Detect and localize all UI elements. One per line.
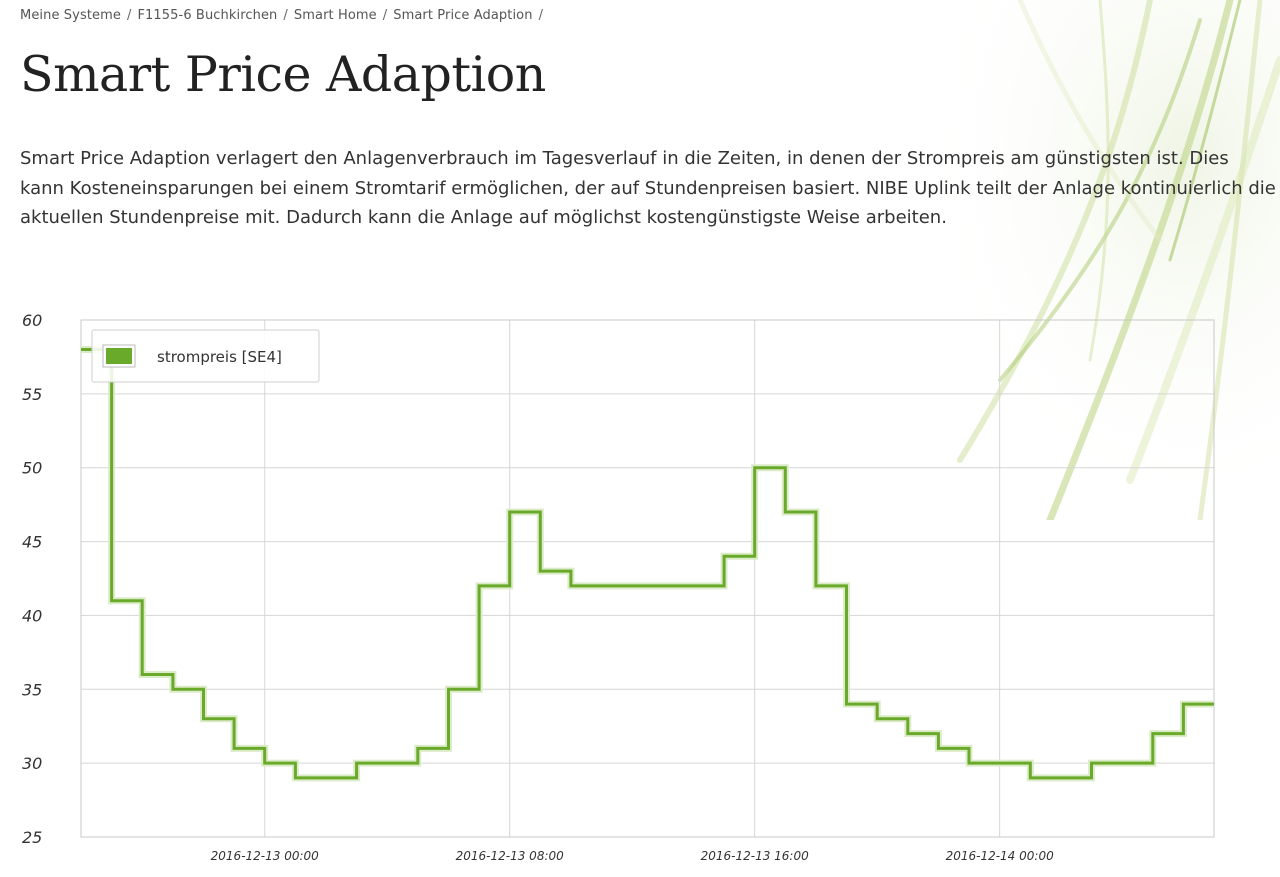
legend[interactable]: strompreis [SE4] (91, 329, 320, 383)
data-point[interactable] (1030, 772, 1061, 784)
y-tick-label: 50 (22, 459, 42, 478)
series-line-glow (81, 346, 1214, 782)
breadcrumb-link-smart-price-adaption[interactable]: Smart Price Adaption (393, 8, 533, 23)
x-tick-label: 2016-12-13 00:00 (211, 849, 320, 863)
chart-grid (81, 319, 1214, 838)
y-tick-label: 55 (22, 385, 42, 404)
data-point[interactable] (1122, 757, 1153, 769)
data-point[interactable] (1092, 757, 1123, 769)
data-point[interactable] (785, 506, 816, 518)
page-title: Smart Price Adaption (20, 46, 546, 103)
data-point[interactable] (1000, 757, 1031, 769)
plot-area-border (80, 319, 1215, 838)
legend-label: strompreis [SE4] (157, 348, 282, 366)
data-point[interactable] (938, 742, 969, 754)
breadcrumb-link-my-systems[interactable]: Meine Systeme (20, 8, 121, 23)
y-tick-label: 30 (22, 754, 42, 773)
breadcrumb-link-smart-home[interactable]: Smart Home (293, 8, 377, 23)
data-point[interactable] (326, 772, 357, 784)
data-point[interactable] (234, 742, 265, 754)
breadcrumb-separator: / (538, 8, 544, 23)
data-point[interactable] (1183, 698, 1214, 710)
breadcrumb-link-system[interactable]: F1155-6 Buchkirchen (137, 8, 278, 23)
y-tick-label: 60 (22, 311, 42, 330)
y-tick-label: 25 (22, 828, 42, 847)
data-point[interactable] (816, 580, 847, 592)
breadcrumb-separator: / (382, 8, 388, 23)
data-point[interactable] (448, 683, 479, 695)
legend-swatch (106, 348, 132, 364)
data-point[interactable] (969, 757, 1000, 769)
data-point[interactable] (602, 580, 633, 592)
data-point[interactable] (142, 669, 173, 681)
data-point[interactable] (1153, 728, 1184, 740)
data-point[interactable] (173, 683, 204, 695)
data-point[interactable] (632, 580, 663, 592)
x-tick-label: 2016-12-14 00:00 (946, 849, 1055, 863)
data-point[interactable] (203, 713, 234, 725)
y-tick-label: 35 (22, 680, 42, 699)
legend-box (91, 329, 320, 383)
x-tick-label: 2016-12-13 08:00 (456, 849, 565, 863)
data-point[interactable] (510, 506, 541, 518)
data-point[interactable] (908, 728, 939, 740)
data-point[interactable] (571, 580, 602, 592)
data-point[interactable] (418, 742, 449, 754)
data-point[interactable] (877, 713, 908, 725)
data-point[interactable] (755, 462, 786, 474)
data-point[interactable] (693, 580, 724, 592)
breadcrumb-separator: / (283, 8, 288, 23)
data-point[interactable] (847, 698, 878, 710)
data-point[interactable] (1061, 772, 1092, 784)
x-tick-label: 2016-12-13 16:00 (701, 849, 810, 863)
breadcrumb: Meine Systeme / F1155-6 Buchkirchen / Smart … (20, 8, 549, 23)
breadcrumb-separator: / (126, 8, 132, 23)
series-layer (81, 346, 1214, 784)
y-tick-label: 40 (22, 606, 42, 625)
series-line-strompreis (81, 348, 1214, 780)
data-point[interactable] (112, 595, 143, 607)
x-axis: 2016-12-13 00:00 2016-12-13 08:00 2016-12-… (211, 849, 1054, 863)
data-point[interactable] (295, 772, 326, 784)
y-axis: 25 30 35 40 45 50 55 60 (22, 311, 42, 847)
data-point[interactable] (724, 550, 755, 562)
data-point[interactable] (663, 580, 694, 592)
data-point[interactable] (357, 757, 388, 769)
intro-text: Smart Price Adaption verlagert den Anlag… (20, 148, 1276, 229)
data-point[interactable] (265, 757, 296, 769)
data-point[interactable] (479, 580, 510, 592)
data-point[interactable] (540, 565, 571, 577)
y-tick-label: 45 (22, 533, 42, 552)
data-point[interactable] (387, 757, 418, 769)
